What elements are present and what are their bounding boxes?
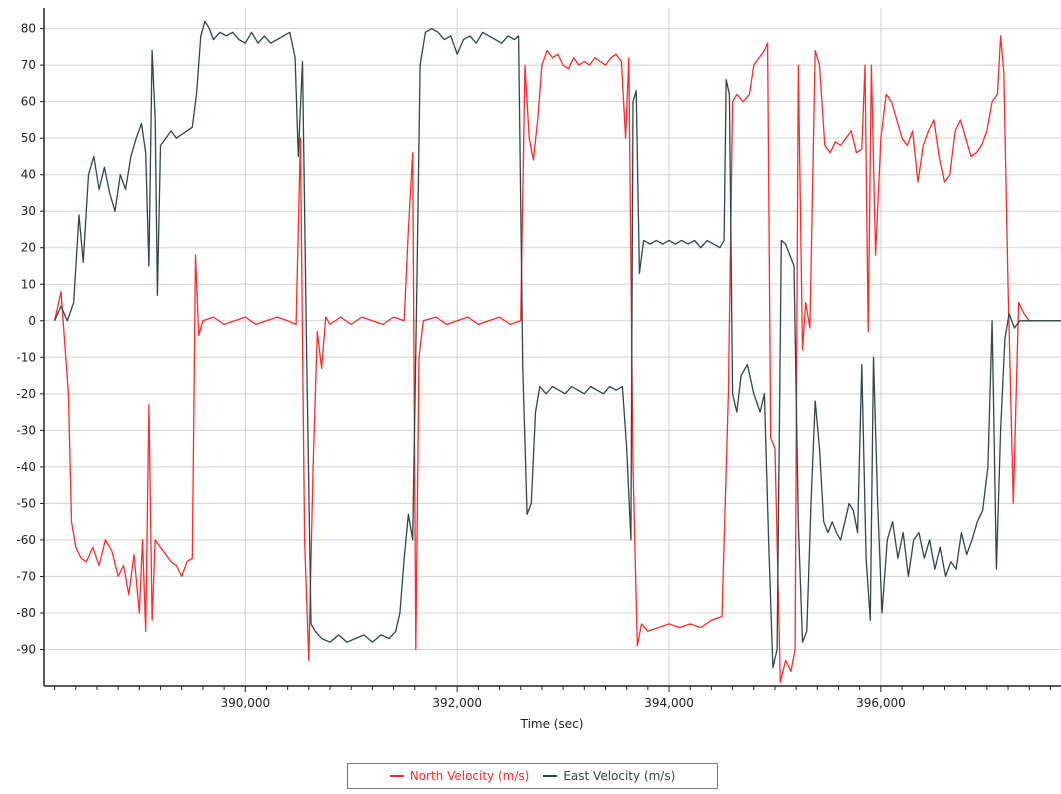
y-tick-label: -10 [16,350,36,364]
y-tick-label: 0 [28,314,36,328]
y-tick-label: -60 [16,533,36,547]
legend-item-east: East Velocity (m/s) [543,769,675,783]
plot-area [44,8,1061,686]
x-tick-label: 390,000 [220,696,270,710]
legend-swatch-north [389,775,404,777]
x-axis-ticks: 390,000 392,000 394,000 396,000 [54,686,1051,710]
series-line-east-velocity [54,20,1061,669]
y-tick-label: -90 [16,642,36,656]
legend-swatch-east [543,775,558,777]
y-tick-label: 70 [21,58,36,72]
x-tick-label: 392,000 [432,696,482,710]
series-lines [53,20,1061,683]
y-axis-ticks: 80 70 60 50 40 30 20 10 0 -10 -20 -30 -40 -50 -60 -70 -8… [16,22,44,656]
y-tick-label: 20 [21,241,36,255]
legend: North Velocity (m/s) East Velocity (m/s) [347,763,718,789]
y-tick-label: -70 [16,569,36,583]
y-tick-label: -30 [16,423,36,437]
y-tick-label: 50 [21,131,36,145]
x-tick-label: 396,000 [856,696,906,710]
y-tick-label: -50 [16,496,36,510]
series-line-north-velocity [53,35,1061,683]
legend-item-north: North Velocity (m/s) [389,769,530,783]
x-tick-label: 394,000 [644,696,694,710]
y-tick-label: 10 [21,277,36,291]
y-tick-label: -80 [16,606,36,620]
x-axis-title: Time (sec) [520,717,584,731]
y-tick-label: 30 [21,204,36,218]
y-tick-label: 60 [21,95,36,109]
legend-label-north: North Velocity (m/s) [409,769,530,783]
y-tick-label: -40 [16,460,36,474]
legend-label-east: East Velocity (m/s) [563,769,676,783]
y-tick-label: -20 [16,387,36,401]
y-tick-label: 80 [21,22,36,36]
y-tick-label: 40 [21,168,36,182]
